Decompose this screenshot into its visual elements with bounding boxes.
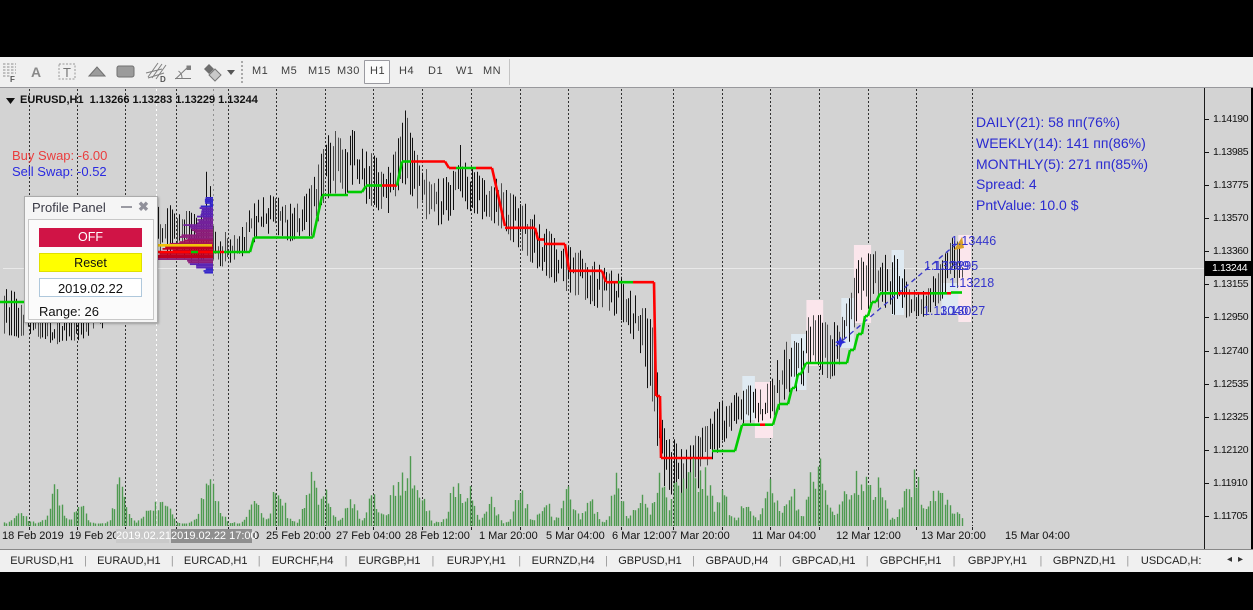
svg-text:T: T xyxy=(63,65,71,80)
svg-text:A: A xyxy=(31,64,41,80)
svg-text:1.13218: 1.13218 xyxy=(949,276,994,290)
svg-text:1.13299: 1.13299 xyxy=(924,259,969,273)
svg-text:F: F xyxy=(10,75,15,84)
svg-text:1.13295: 1.13295 xyxy=(933,259,978,273)
svg-text:1.13040: 1.13040 xyxy=(923,304,968,318)
svg-text:1.13027: 1.13027 xyxy=(940,304,985,318)
svg-text:D: D xyxy=(160,75,166,84)
svg-text:1.13446: 1.13446 xyxy=(951,234,996,248)
